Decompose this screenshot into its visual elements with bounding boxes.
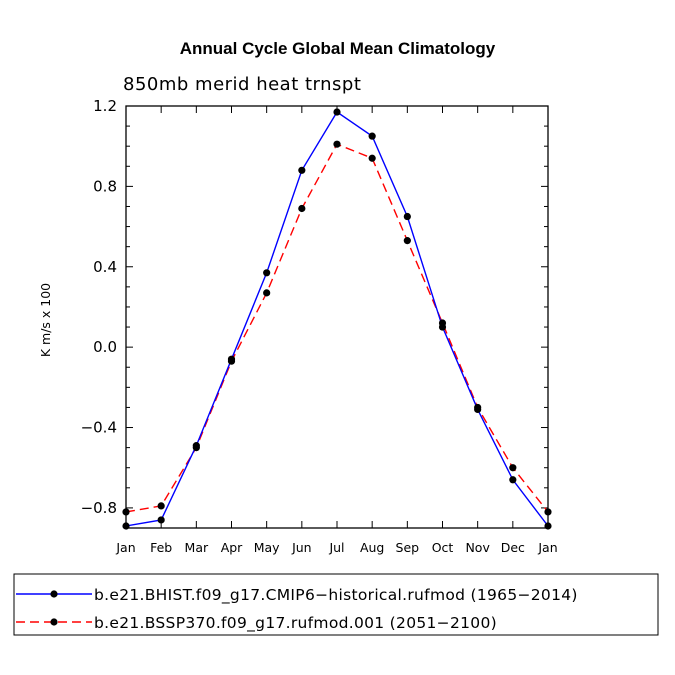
- x-tick-label: Aug: [360, 540, 384, 555]
- data-point-series0-0: [122, 522, 130, 530]
- data-point-series0-8: [403, 212, 411, 221]
- x-tick-label: Sep: [396, 540, 420, 555]
- y-tick-label: 0.8: [93, 177, 117, 195]
- x-tick-label: Jan: [537, 540, 557, 555]
- legend-label-ssp370: b.e21.BSSP370.f09_g17.rufmod.001 (2051−2…: [94, 614, 497, 633]
- chart-subtitle: 850mb merid heat trnspt: [123, 74, 361, 95]
- x-tick-label: Nov: [465, 540, 490, 555]
- legend: b.e21.BHIST.f09_g17.CMIP6−historical.ruf…: [13, 573, 659, 636]
- legend-marker-historical: [50, 590, 58, 598]
- y-axis: 1.2 0.8 0.4 0.0 −0.4 −0.8: [81, 97, 548, 529]
- data-point-series0-4: [263, 269, 271, 277]
- legend-item-ssp370: b.e21.BSSP370.f09_g17.rufmod.001 (2051−2…: [16, 614, 497, 633]
- data-point-series0-1: [157, 516, 165, 524]
- data-point-series1-9: [438, 319, 447, 327]
- data-point-series0-5: [298, 166, 306, 174]
- data-point-series1-3: [227, 357, 236, 365]
- data-point-series0-6: [333, 108, 341, 116]
- x-tick-label: Jan: [115, 540, 135, 555]
- legend-box: [13, 573, 659, 636]
- y-tick-label: 0.4: [93, 258, 117, 276]
- y-tick-label: 0.0: [93, 338, 117, 356]
- x-tick-label: Jun: [291, 540, 312, 555]
- x-tick-label: Dec: [501, 540, 525, 555]
- data-point-series1-7: [368, 154, 376, 162]
- data-point-series1-5: [298, 204, 306, 213]
- legend-item-historical: b.e21.BHIST.f09_g17.CMIP6−historical.ruf…: [16, 586, 578, 605]
- y-tick-label: 1.2: [93, 97, 117, 115]
- y-axis-label: K m/s x 100: [38, 283, 53, 357]
- data-point-series1-10: [474, 403, 482, 412]
- data-point-series1-12: [544, 508, 552, 516]
- data-point-series0-7: [368, 132, 376, 140]
- plot-frame: [125, 105, 549, 529]
- data-point-series0-11: [509, 476, 517, 484]
- series-layer: [122, 108, 552, 530]
- x-tick-label: Mar: [185, 540, 209, 555]
- data-point-series1-6: [333, 140, 341, 148]
- x-tick-label: Jul: [328, 540, 344, 555]
- data-point-series1-2: [192, 444, 200, 452]
- data-point-series1-4: [263, 289, 271, 297]
- chart-title: Annual Cycle Global Mean Climatology: [180, 39, 496, 58]
- legend-label-historical: b.e21.BHIST.f09_g17.CMIP6−historical.ruf…: [94, 586, 578, 605]
- data-point-series1-0: [122, 508, 130, 516]
- x-tick-label: Feb: [150, 540, 172, 555]
- data-point-series1-11: [509, 464, 517, 472]
- x-axis: Jan Feb Mar Apr May Jun Jul Aug Sep Oct Nov Dec Jan: [115, 106, 558, 555]
- y-tick-label: −0.8: [81, 499, 117, 517]
- data-point-series1-1: [157, 502, 165, 510]
- y-tick-label: −0.4: [81, 419, 117, 437]
- x-tick-label: Apr: [221, 540, 243, 555]
- x-tick-label: Oct: [432, 540, 454, 555]
- data-point-series1-8: [403, 237, 411, 245]
- series-line-1: [125, 143, 549, 513]
- x-tick-label: May: [254, 540, 280, 555]
- legend-marker-ssp370: [50, 618, 58, 626]
- data-point-series0-12: [544, 522, 552, 530]
- series-line-0: [125, 111, 549, 527]
